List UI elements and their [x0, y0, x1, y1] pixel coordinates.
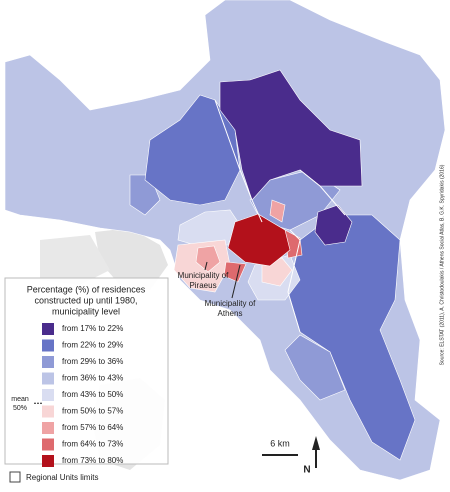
- region: [314, 204, 353, 246]
- annotation: Athens: [218, 309, 243, 318]
- region: [284, 334, 346, 401]
- legend-swatch: [42, 455, 54, 467]
- legend-label: from 36% to 43%: [62, 374, 123, 383]
- legend-box: [4, 277, 169, 465]
- region: [195, 245, 221, 273]
- region: [223, 261, 247, 283]
- north-label: N: [303, 465, 310, 476]
- legend-swatch: [42, 323, 54, 335]
- legend-title: constructed up until 1980,: [34, 295, 137, 305]
- legend-label: from 17% to 22%: [62, 324, 123, 333]
- annotation: Municipality of: [205, 299, 256, 308]
- north-arrow: [312, 436, 320, 468]
- legend-swatch: [42, 389, 54, 401]
- legend-swatch: [42, 339, 54, 352]
- legend-label: from 57% to 64%: [62, 423, 123, 432]
- source: Source: ELSTAT (2011), A. Christodoulaki…: [439, 164, 445, 365]
- region: [269, 199, 286, 223]
- legend-swatch: [42, 422, 54, 434]
- legend-title: municipality level: [52, 306, 120, 316]
- legend-swatch: [42, 372, 54, 385]
- region: [227, 213, 291, 267]
- region: [287, 214, 416, 461]
- legend-label: Regional Units limits: [26, 473, 98, 482]
- legend-title: Percentage (%) of residences: [27, 284, 146, 294]
- land: [40, 235, 110, 285]
- legend-label: from 50% to 57%: [62, 407, 123, 416]
- unit-border: [214, 99, 346, 333]
- legend-label: from 73% to 80%: [62, 456, 123, 465]
- scale-label: 6 km: [270, 438, 290, 448]
- mean-label: 50%: [13, 405, 27, 412]
- island: [95, 228, 168, 290]
- legend-swatch: [42, 356, 54, 368]
- unit-swatch: [9, 471, 21, 483]
- legend-label: from 22% to 29%: [62, 341, 123, 350]
- mean-label: mean: [11, 396, 29, 403]
- legend-label: from 64% to 73%: [62, 440, 123, 449]
- legend-label: from 29% to 36%: [62, 357, 123, 366]
- legend-label: from 43% to 50%: [62, 390, 123, 399]
- leader-line: [204, 261, 208, 271]
- leader-line: [231, 264, 241, 299]
- annotation: Piraeus: [189, 281, 216, 290]
- legend: Percentage (%) of residencesconstructed …: [11, 284, 146, 467]
- legend-swatch: [42, 405, 54, 418]
- annotation: Municipality of: [178, 271, 229, 280]
- legend-swatch: [42, 438, 54, 451]
